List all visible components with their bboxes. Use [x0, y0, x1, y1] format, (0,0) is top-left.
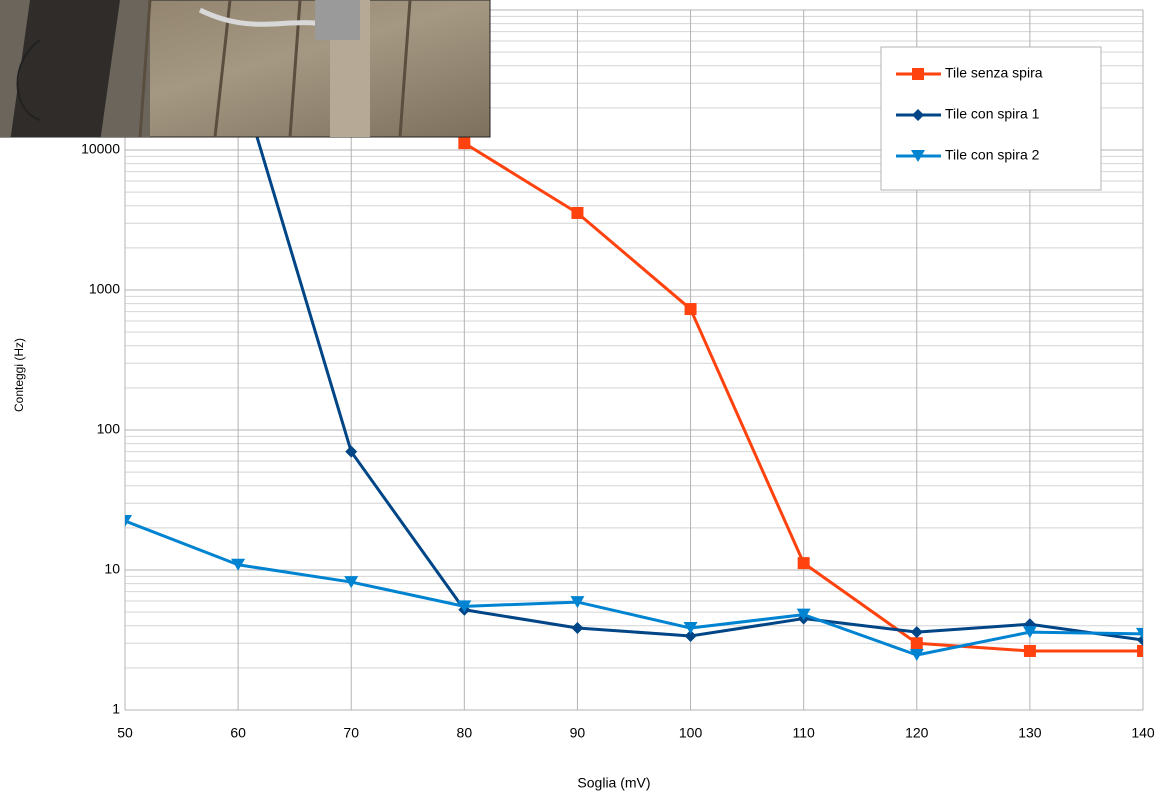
x-tick-label: 130	[1018, 725, 1042, 741]
marker	[911, 626, 923, 638]
marker	[571, 622, 583, 634]
x-axis-label: Soglia (mV)	[577, 775, 650, 791]
marker	[911, 637, 923, 649]
marker	[1137, 645, 1149, 657]
x-tick-label: 120	[905, 725, 929, 741]
marker	[1024, 645, 1036, 657]
y-tick-label: 1000	[89, 281, 120, 297]
legend-label: Tile con spira 1	[945, 106, 1040, 122]
y-tick-label: 10000	[81, 141, 120, 157]
y-tick-label: 100	[97, 421, 121, 437]
x-tick-label: 70	[343, 725, 359, 741]
marker	[912, 68, 924, 80]
x-tick-label: 100	[679, 725, 703, 741]
x-tick-label: 60	[230, 725, 246, 741]
legend: Tile senza spira Tile con spira 1 Tile con…	[881, 47, 1101, 190]
series-line	[125, 521, 1143, 655]
marker	[685, 303, 697, 315]
y-tick-label: 1	[112, 701, 120, 717]
legend-label: Tile senza spira	[945, 65, 1043, 81]
marker	[458, 137, 470, 149]
x-tick-label: 110	[793, 725, 816, 741]
marker	[798, 557, 810, 569]
x-tick-label: 80	[457, 725, 473, 741]
legend-label: Tile con spira 2	[945, 147, 1040, 163]
x-tick-label: 140	[1131, 725, 1155, 741]
y-axis-label: Conteggi (Hz)	[12, 338, 26, 412]
chart: 1101001000100005060708090100110120130140…	[0, 0, 1161, 796]
page: 1101001000100005060708090100110120130140…	[0, 0, 1161, 796]
photo	[0, 0, 490, 137]
x-tick-label: 50	[117, 725, 133, 741]
marker	[571, 207, 583, 219]
marker	[118, 515, 132, 527]
y-tick-label: 10	[104, 561, 120, 577]
x-tick-label: 90	[570, 725, 586, 741]
